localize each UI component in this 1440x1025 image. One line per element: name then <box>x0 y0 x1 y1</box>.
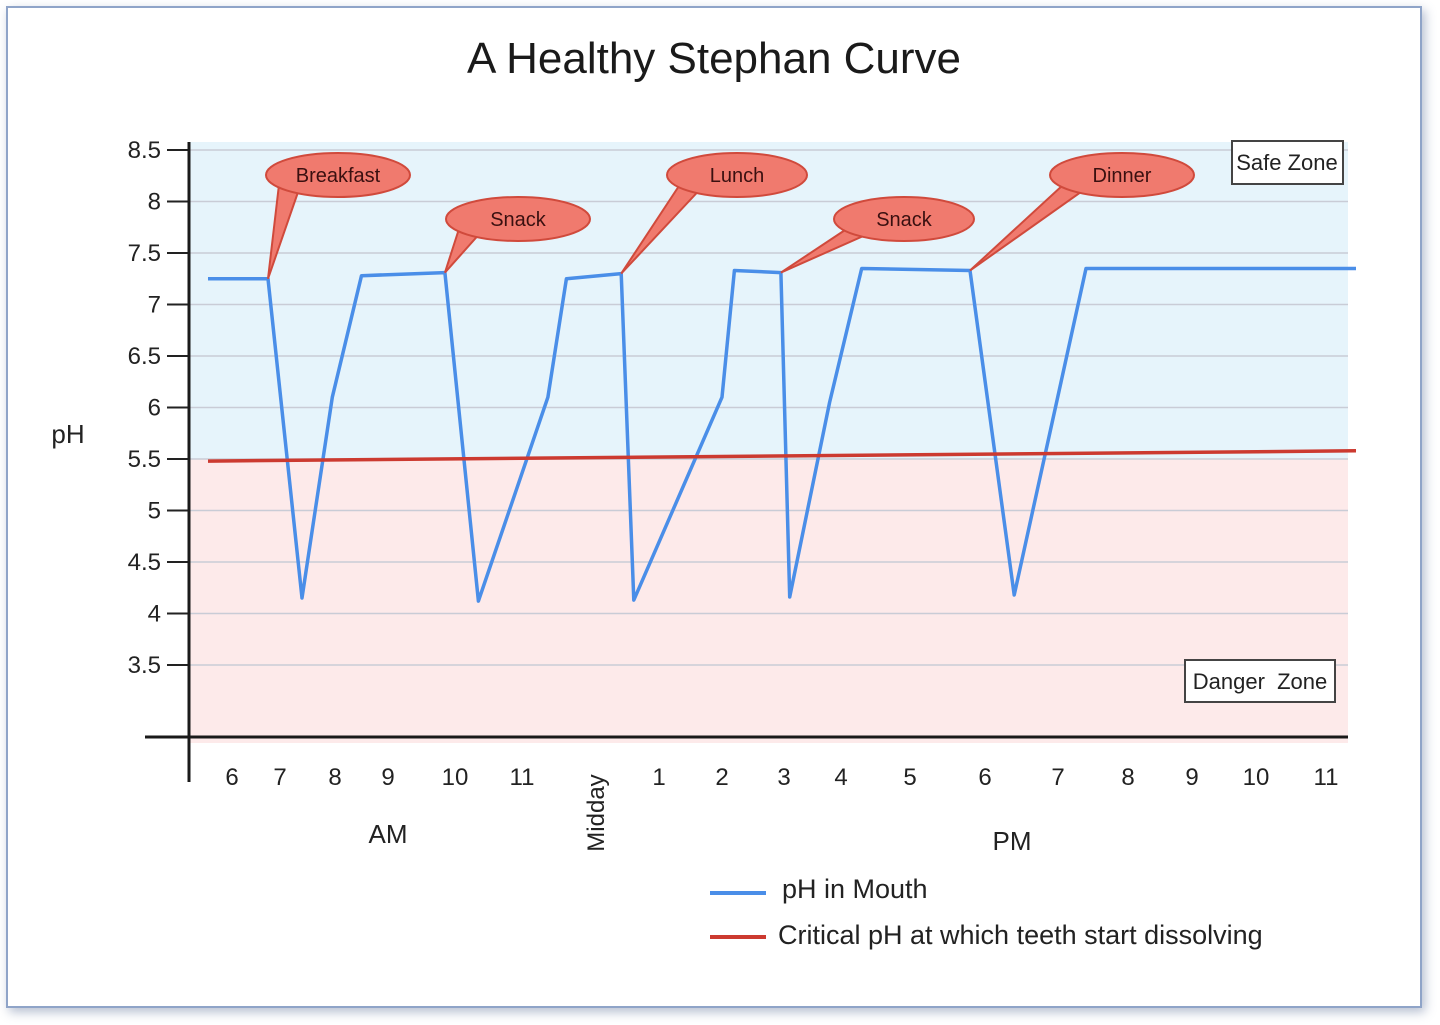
x-tick-label-midday: Midday <box>583 774 610 851</box>
danger-zone-background <box>189 459 1348 743</box>
y-tick-label: 8.5 <box>128 137 161 164</box>
legend-label-critical-ph: Critical pH at which teeth start dissolv… <box>778 920 1263 950</box>
y-tick-label: 7.5 <box>128 240 161 267</box>
x-tick-label: 7 <box>273 764 286 791</box>
x-tick-label: 9 <box>381 764 394 791</box>
x-tick-label: 7 <box>1051 764 1064 791</box>
legend: pH in Mouth Critical pH at which teeth s… <box>710 874 1263 950</box>
danger-zone-label: Danger Zone <box>1193 669 1328 694</box>
x-tick-label: 5 <box>903 764 916 791</box>
safe-zone-label: Safe Zone <box>1236 150 1338 175</box>
callout-bubble <box>445 196 591 242</box>
callout-bubble <box>833 196 975 242</box>
x-tick-label: 10 <box>1243 764 1270 791</box>
pm-group-label: PM <box>993 826 1032 856</box>
legend-label-ph-in-mouth: pH in Mouth <box>782 874 928 904</box>
y-tick-label: 4 <box>148 601 161 628</box>
x-tick-label: 2 <box>715 764 728 791</box>
callout-label: Dinner <box>1093 165 1152 187</box>
y-tick-label: 6 <box>148 395 161 422</box>
x-tick-label: 9 <box>1185 764 1198 791</box>
callout-label: Snack <box>876 209 933 231</box>
y-axis-label: pH <box>51 419 84 449</box>
x-tick-label: 3 <box>777 764 790 791</box>
y-tick-label: 3.5 <box>128 652 161 679</box>
x-tick-label: 11 <box>510 764 535 791</box>
x-tick-label: 11 <box>1314 764 1339 791</box>
am-group-label: AM <box>369 819 408 849</box>
y-tick-label: 8 <box>148 189 161 216</box>
x-tick-label: 6 <box>978 764 991 791</box>
x-tick-label: 4 <box>834 764 847 791</box>
callout-label: Breakfast <box>296 165 381 187</box>
callout-bubble <box>1049 152 1195 198</box>
x-tick-label: 8 <box>1121 764 1134 791</box>
series-critical-ph <box>207 449 1357 463</box>
callout-label: Snack <box>490 209 547 231</box>
x-tick-label: 6 <box>225 764 238 791</box>
safe-zone-box <box>1231 140 1344 185</box>
x-tick-label: 8 <box>328 764 341 791</box>
callout-label: Lunch <box>710 165 765 187</box>
chart-title: A Healthy Stephan Curve <box>467 34 961 83</box>
callout-bubble <box>265 152 411 198</box>
y-tick-label: 7 <box>148 292 161 319</box>
x-tick-label: 1 <box>652 764 665 791</box>
y-tick-label: 5.5 <box>128 446 161 473</box>
danger-zone-box <box>1184 659 1336 703</box>
y-tick-label: 5 <box>148 498 161 525</box>
x-tick-label: 10 <box>442 764 469 791</box>
callout-bubble <box>666 152 808 198</box>
y-tick-label: 4.5 <box>128 549 161 576</box>
y-tick-label: 6.5 <box>128 343 161 370</box>
